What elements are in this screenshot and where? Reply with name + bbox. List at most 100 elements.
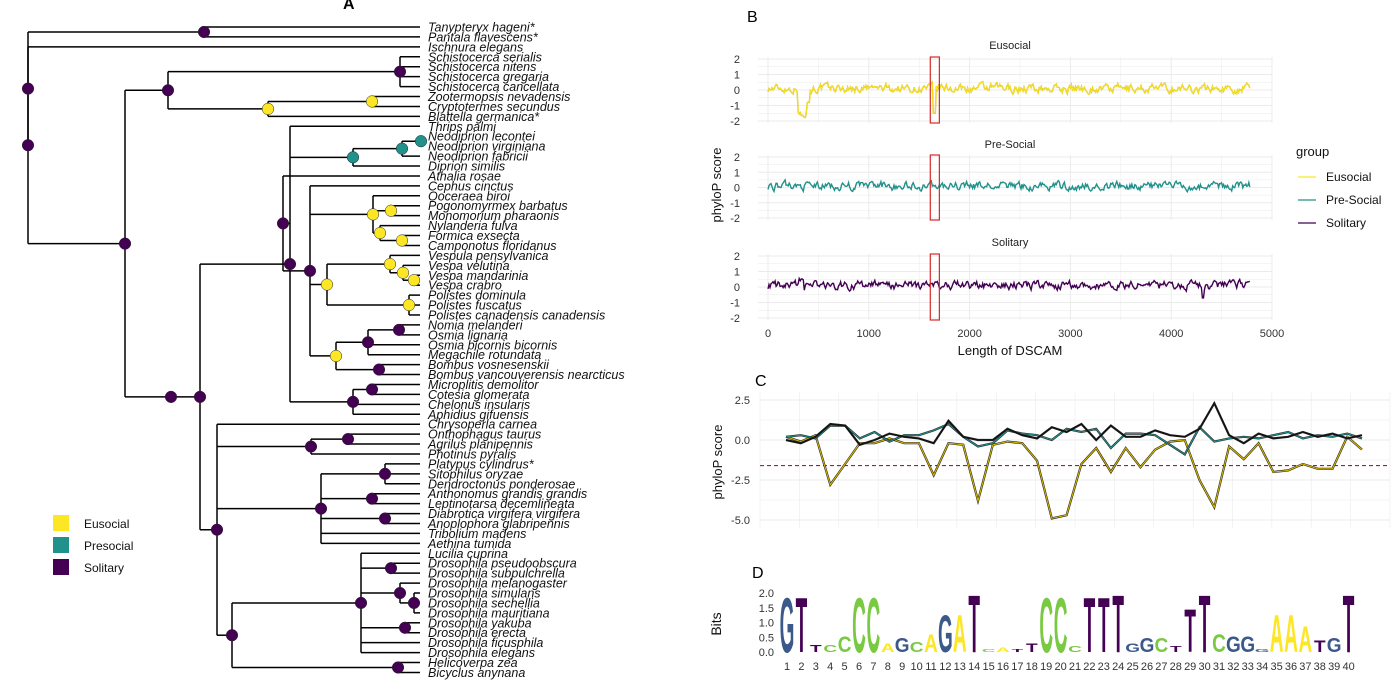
- ancestral-state-node: [118, 237, 132, 250]
- taxon-label: Formica exsecta: [428, 229, 520, 243]
- logo-letter: A: [1284, 605, 1298, 664]
- taxon-label: Polistes fuscatus: [428, 299, 522, 313]
- y-tick-label: 2: [734, 54, 740, 66]
- highlight-region: [929, 253, 940, 321]
- position-tick-label: 21: [1069, 661, 1081, 673]
- position-tick-label: 1: [784, 661, 790, 673]
- taxon-label: Athalia rosae: [427, 169, 501, 183]
- panel-c-tick-labels: 2.5 0.0 -2.5 -5.0: [731, 395, 750, 527]
- logo-letter: T: [796, 583, 808, 670]
- y-tick-label: -2.5: [731, 475, 750, 487]
- logo-letter: A: [996, 646, 1010, 653]
- position-tick-label: 12: [939, 661, 951, 673]
- position-tick-label: 35: [1270, 661, 1282, 673]
- y-tick-label: 0.5: [759, 632, 774, 644]
- taxon-label: Tribolium madens: [428, 527, 526, 541]
- position-tick-label: 40: [1342, 661, 1354, 673]
- taxon-label: Nomia melanderi: [428, 318, 524, 332]
- x-tick-label: 3000: [1058, 328, 1082, 340]
- ancestral-state-node: [21, 139, 35, 152]
- legend-swatch-solitary: [53, 559, 69, 575]
- ancestral-state-node: [361, 336, 375, 349]
- series-outline-eusocial: [785, 433, 1363, 520]
- position-tick-label: 13: [954, 661, 966, 673]
- taxon-label: Diabrotica virgifera virgifera: [428, 507, 580, 521]
- ancestral-state-node: [210, 523, 224, 536]
- highlight-region: [929, 56, 940, 124]
- y-tick-label: 1: [734, 70, 740, 82]
- ancestral-state-node: [393, 586, 407, 600]
- taxon-label: Tanypteryx hageni*: [428, 21, 536, 35]
- logo-letter: T: [1112, 578, 1124, 670]
- position-tick-label: 26: [1141, 661, 1153, 673]
- taxon-label: Drosophila mauritiana: [428, 606, 550, 620]
- logo-letter: T: [1170, 645, 1182, 654]
- y-tick-label: 1.5: [759, 603, 774, 615]
- position-tick-label: 32: [1227, 661, 1239, 673]
- taxon-label: Bombus vancouverensis nearcticus: [428, 368, 625, 382]
- ancestral-state-node: [320, 278, 334, 291]
- ancestral-state-node: [395, 234, 409, 247]
- logo-letter: C: [838, 633, 852, 658]
- taxon-label: Osmia bicornis bicornis: [428, 338, 557, 352]
- tree-legend: Eusocial Presocial Solitary: [53, 515, 133, 575]
- position-tick-label: 23: [1098, 661, 1110, 673]
- logo-letter: A: [1299, 619, 1313, 660]
- y-tick-label: -5.0: [731, 515, 750, 527]
- legend-label-solitary-b: Solitary: [1326, 216, 1366, 230]
- position-tick-label: 19: [1040, 661, 1052, 673]
- taxon-label: Bombus vosnesenskii: [428, 358, 550, 372]
- panel-d-y-axis-title: Bits: [708, 612, 724, 635]
- position-tick-label: 27: [1155, 661, 1167, 673]
- taxon-label: Aethina tumida: [427, 537, 511, 551]
- y-tick-label: 2.0: [759, 588, 774, 600]
- taxon-label: Chelonus insularis: [428, 398, 530, 412]
- panel-c-gridlines: [759, 392, 1391, 528]
- ancestral-state-node: [398, 621, 412, 634]
- logo-letter: G: [780, 583, 795, 670]
- position-tick-label: 25: [1126, 661, 1138, 673]
- position-tick-label: 14: [968, 661, 980, 673]
- tree-nodes: [21, 25, 428, 674]
- ancestral-state-node: [414, 135, 428, 148]
- logo-letter: G: [1240, 633, 1255, 658]
- taxon-label: Vespa velutina: [428, 259, 510, 273]
- x-tick-label: 0: [765, 328, 771, 340]
- taxon-label: Sitophilus oryzae: [428, 467, 523, 481]
- ancestral-state-node: [225, 629, 239, 642]
- logo-letter: A: [924, 630, 938, 658]
- y-tick-label: 1: [734, 167, 740, 179]
- position-tick-label: 4: [827, 661, 833, 673]
- taxon-label: Neodiprion fabricii: [428, 150, 529, 164]
- logo-letter: T: [1343, 578, 1355, 670]
- taxon-label: Vespula pensylvanica: [428, 249, 548, 263]
- legend-swatch-eusocial: [53, 515, 69, 531]
- logo-letter: C: [982, 648, 996, 652]
- ancestral-state-node: [161, 84, 175, 97]
- position-tick-label: 11: [925, 661, 936, 673]
- phylogeny-tree: Tanypteryx hageni*Pantala flavescens*Isc…: [21, 21, 625, 680]
- facet-title-presocial: Pre-Social: [985, 139, 1036, 151]
- legend-title: group: [1296, 144, 1329, 159]
- taxon-label: Drosophila melanogaster: [428, 577, 568, 591]
- position-tick-label: 5: [842, 661, 848, 673]
- ancestral-state-node: [395, 142, 409, 155]
- ancestral-state-node: [391, 661, 405, 674]
- ancestral-state-node: [407, 274, 421, 287]
- taxon-label: Cryptotermes secundus: [428, 100, 560, 114]
- position-tick-label: 16: [997, 661, 1009, 673]
- ancestral-state-node: [392, 323, 406, 336]
- ancestral-state-node: [346, 395, 360, 408]
- panel-b-tick-labels: 2 1 0 -1 -2 2 1 0 -1 -2 2 1 0 -1 -2 0 1000 2000 3000 4000 50…: [730, 54, 1284, 340]
- taxon-label: Drosophila ficusphila: [428, 636, 543, 650]
- position-tick-label: 24: [1112, 661, 1124, 673]
- logo-letter: T: [810, 643, 822, 654]
- logo-letter: C: [1054, 583, 1068, 670]
- logo-letter: C: [852, 583, 866, 670]
- legend-swatch-presocial: [53, 537, 69, 553]
- taxon-label: Schistocerca gregaria: [428, 70, 549, 84]
- taxon-label: Photinus pyralis: [428, 447, 516, 461]
- ancestral-state-node: [354, 596, 368, 609]
- position-tick-label: 8: [885, 661, 891, 673]
